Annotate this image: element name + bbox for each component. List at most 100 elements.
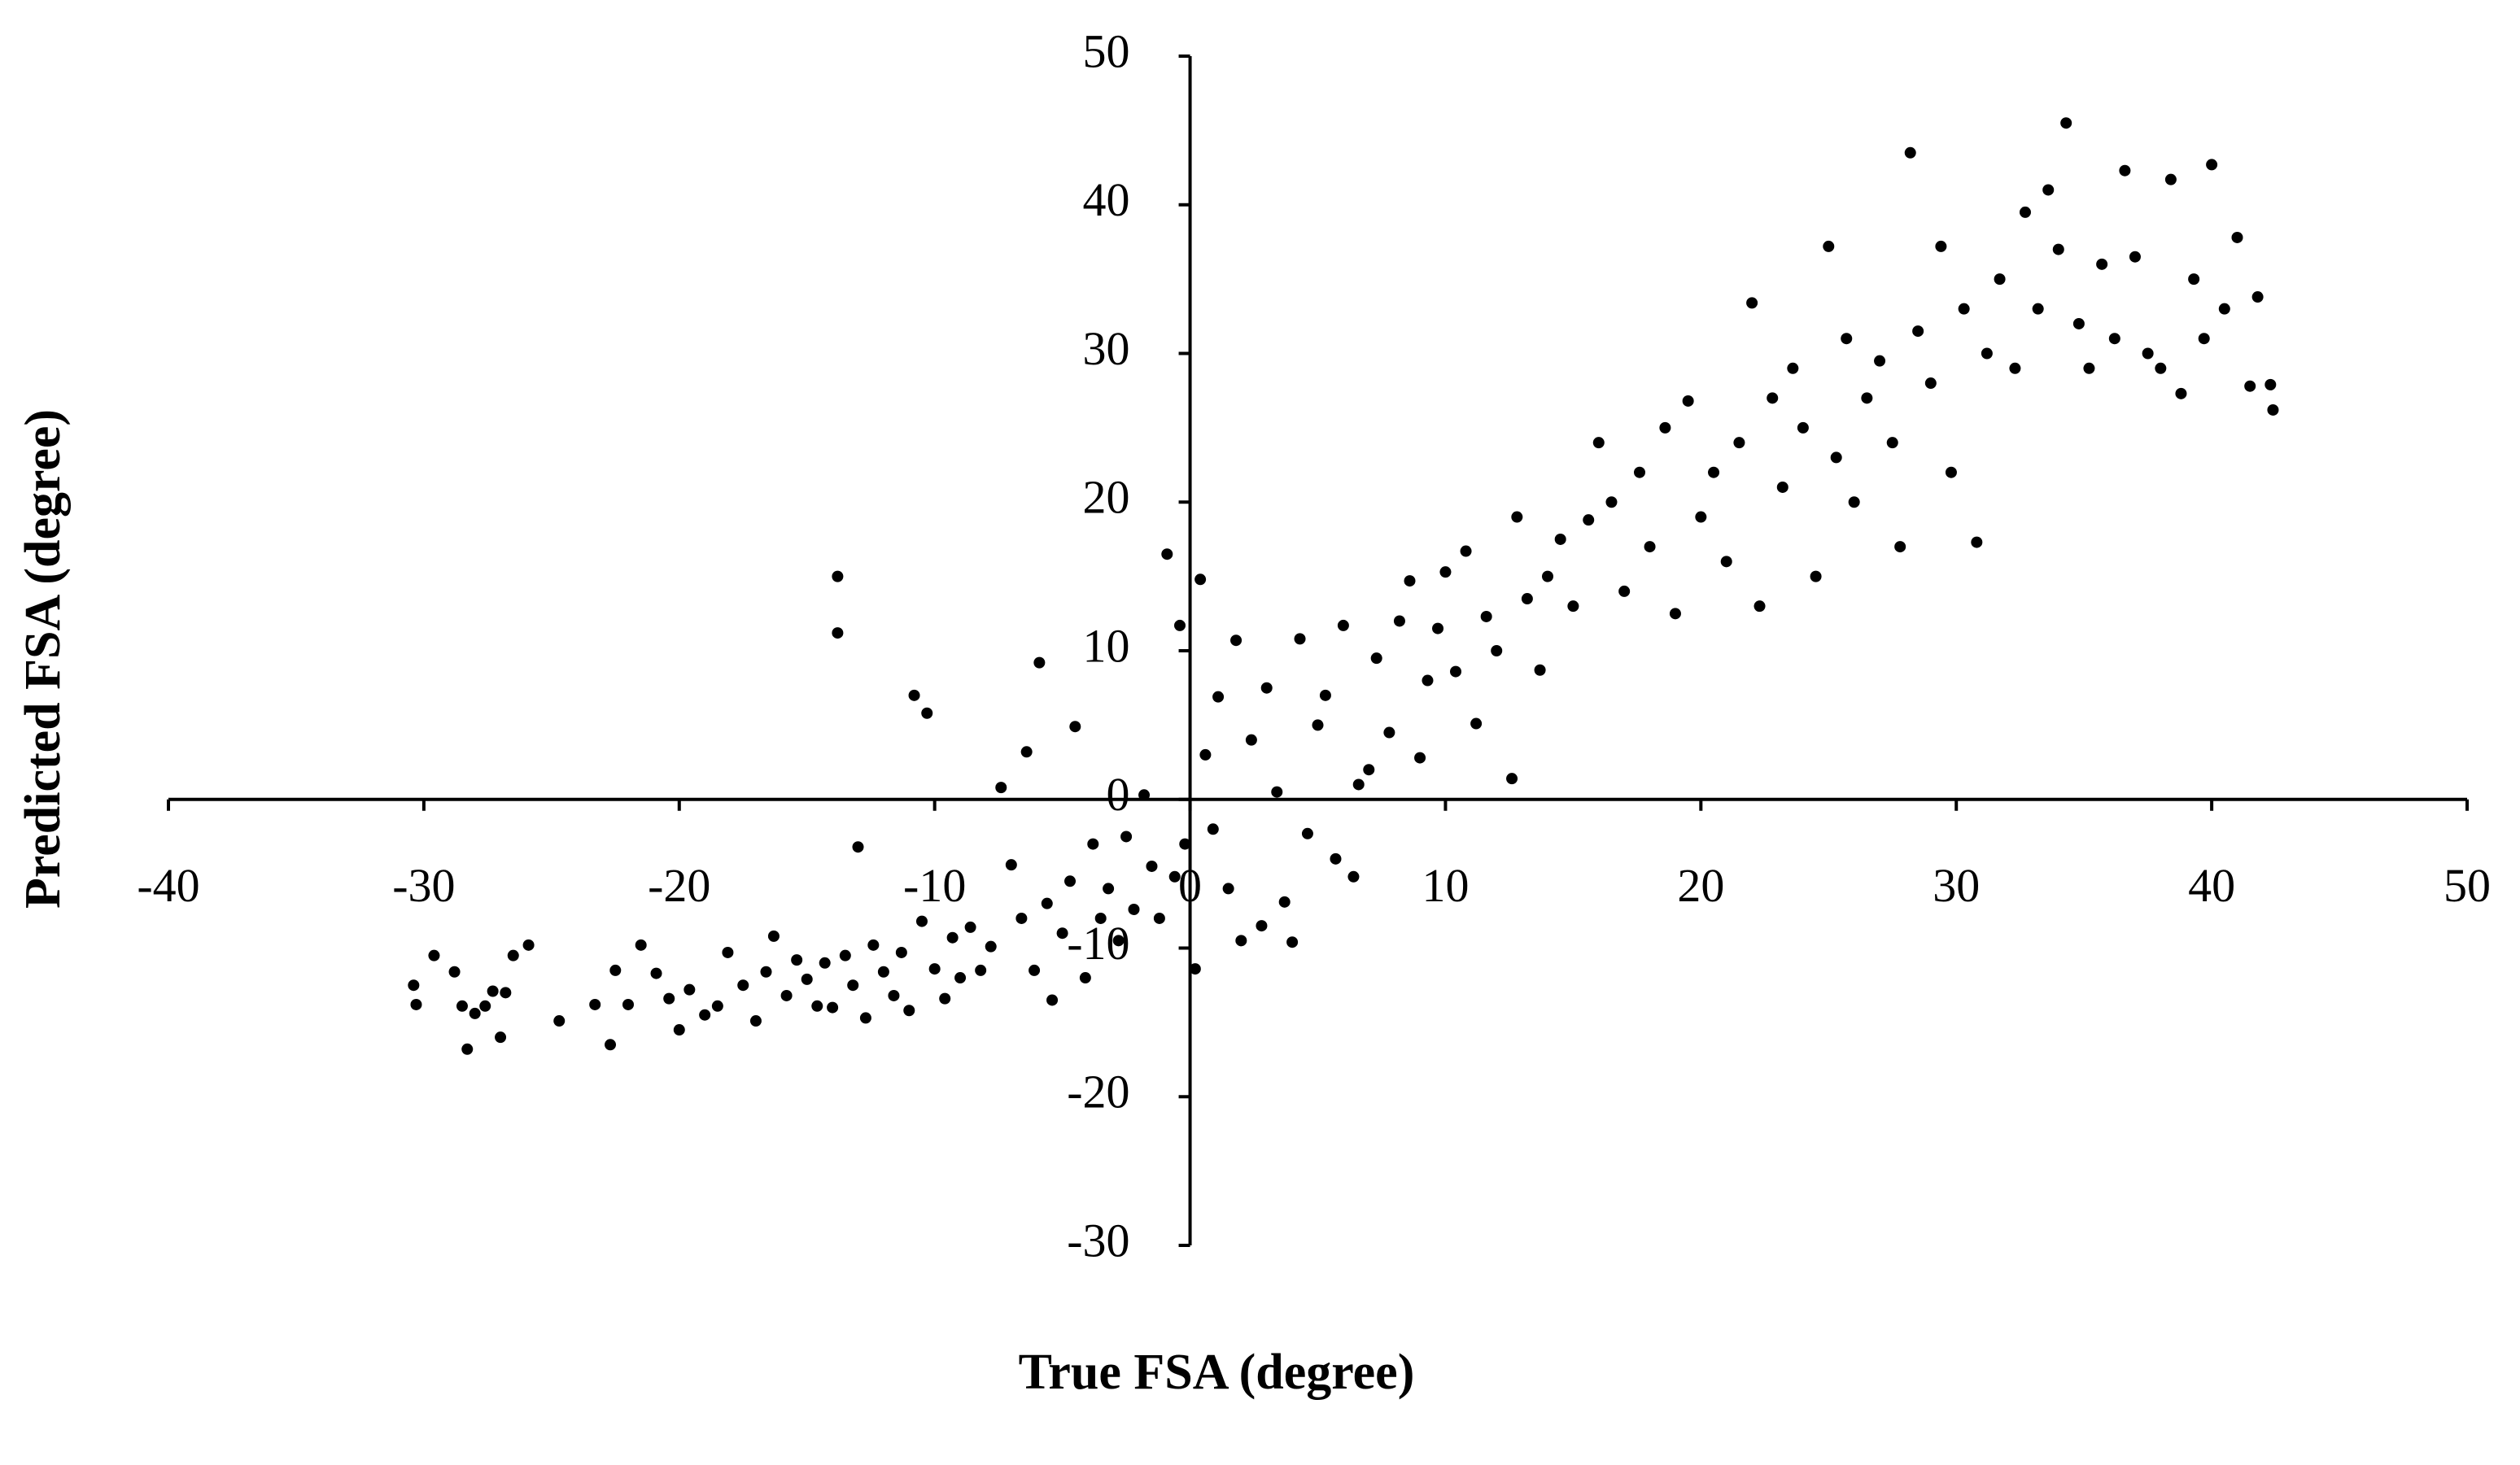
scatter-point xyxy=(760,966,772,978)
scatter-point xyxy=(1848,496,1860,508)
scatter-point xyxy=(1199,748,1212,761)
scatter-point xyxy=(1337,619,1349,631)
scatter-point xyxy=(522,939,535,951)
scatter-point xyxy=(1153,912,1165,924)
scatter-point xyxy=(1659,421,1671,434)
scatter-point xyxy=(1046,994,1059,1006)
scatter-point xyxy=(1120,831,1133,843)
scatter-point xyxy=(1797,421,1809,434)
scatter-point xyxy=(2042,184,2055,196)
scatter-point xyxy=(1069,721,1081,733)
scatter-point xyxy=(801,973,813,985)
x-tick-label: -20 xyxy=(648,859,710,912)
scatter-point xyxy=(1179,838,1191,850)
scatter-point xyxy=(1823,240,1835,252)
scatter-point xyxy=(1029,964,1041,976)
scatter-point xyxy=(1128,903,1140,915)
scatter-point xyxy=(1971,536,1983,548)
scatter-point xyxy=(1861,392,1873,404)
scatter-point xyxy=(1079,972,1091,984)
scatter-point xyxy=(650,967,662,979)
scatter-point xyxy=(946,931,959,944)
x-tick-label: -30 xyxy=(392,859,455,912)
scatter-point xyxy=(1682,395,1694,407)
scatter-point xyxy=(2244,380,2256,392)
scatter-point xyxy=(1168,870,1181,883)
scatter-point xyxy=(1592,437,1605,449)
scatter-point xyxy=(1460,545,1472,557)
scatter-point xyxy=(975,964,987,976)
scatter-point xyxy=(1422,674,1434,687)
scatter-point xyxy=(2155,362,2167,374)
y-tick-label: 20 xyxy=(1083,471,1130,524)
x-tick-label: 50 xyxy=(2444,859,2491,912)
scatter-point xyxy=(1347,870,1360,883)
scatter-point xyxy=(847,979,859,992)
scatter-point xyxy=(609,964,622,976)
scatter-point xyxy=(1981,347,1993,360)
x-tick-label: 10 xyxy=(1422,859,1469,912)
scatter-point xyxy=(1776,481,1788,493)
scatter-point xyxy=(1370,652,1382,665)
scatter-point xyxy=(1841,333,1853,345)
scatter-point xyxy=(2265,378,2277,390)
scatter-point xyxy=(1312,719,1324,731)
scatter-point xyxy=(2206,159,2218,171)
scatter-point xyxy=(2218,303,2230,315)
scatter-point xyxy=(1194,573,1207,586)
scatter-point xyxy=(2052,243,2064,255)
scatter-point xyxy=(839,949,851,961)
y-axis-title: Predicted FSA (degree) xyxy=(15,409,71,909)
y-tick-label: -20 xyxy=(1067,1066,1129,1118)
scatter-point xyxy=(2019,206,2031,218)
scatter-point xyxy=(1245,734,1257,746)
scatter-point xyxy=(767,930,780,942)
scatter-point xyxy=(1994,273,2006,286)
scatter-point xyxy=(1634,466,1645,478)
scatter-point xyxy=(737,979,749,992)
scatter-point xyxy=(819,957,831,969)
scatter-point xyxy=(1294,633,1306,645)
scatter-point xyxy=(2083,362,2095,374)
scatter-point xyxy=(1230,634,1243,647)
scatter-point xyxy=(1450,665,1461,678)
scatter-point xyxy=(1064,875,1077,887)
scatter-point xyxy=(852,841,864,853)
y-tick-label: 0 xyxy=(1107,768,1130,821)
scatter-point xyxy=(622,998,634,1010)
y-tick-label: 10 xyxy=(1083,619,1130,672)
scatter-point xyxy=(1383,726,1395,739)
scatter-point xyxy=(1222,883,1234,895)
scatter-point xyxy=(495,1031,507,1044)
scatter-point xyxy=(699,1009,711,1021)
scatter-point xyxy=(915,915,928,927)
scatter-point xyxy=(2142,347,2154,360)
scatter-point xyxy=(1103,883,1115,895)
scatter-point xyxy=(711,1000,723,1012)
x-tick-label: -40 xyxy=(137,859,199,912)
scatter-point xyxy=(456,1000,468,1012)
scatter-point xyxy=(1087,838,1099,850)
scatter-point xyxy=(1904,146,1916,159)
scatter-point xyxy=(1414,752,1426,764)
scatter-point xyxy=(1174,619,1186,631)
scatter-point xyxy=(1020,746,1033,758)
scatter-point xyxy=(1015,912,1028,924)
scatter-point xyxy=(1618,585,1631,597)
scatter-point xyxy=(2164,173,2177,185)
scatter-point xyxy=(448,966,461,978)
scatter-point xyxy=(964,921,976,933)
scatter-point xyxy=(2072,317,2085,329)
y-tick-label: 30 xyxy=(1083,322,1130,375)
scatter-point xyxy=(1787,362,1799,374)
scatter-point xyxy=(2251,291,2264,303)
scatter-point xyxy=(1033,656,1046,669)
scatter-point xyxy=(1644,541,1656,553)
scatter-point xyxy=(903,1005,915,1017)
scatter-point xyxy=(2267,403,2279,416)
scatter-point xyxy=(1924,377,1937,390)
scatter-point xyxy=(1506,773,1518,785)
scatter-point xyxy=(2129,251,2141,263)
scatter-point xyxy=(408,979,420,992)
scatter-point xyxy=(589,998,601,1010)
